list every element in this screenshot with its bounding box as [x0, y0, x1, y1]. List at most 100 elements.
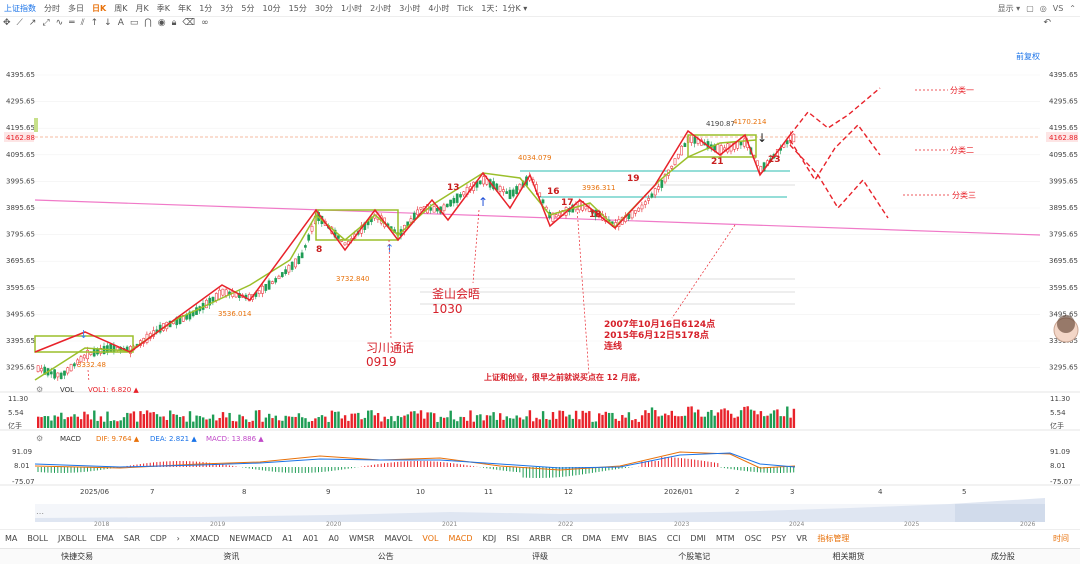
period-5m[interactable]: 5分: [241, 3, 255, 13]
period-tick[interactable]: Tick: [457, 3, 474, 13]
indicator-8[interactable]: NEWMACD: [229, 533, 273, 543]
footer-futures[interactable]: 相关期货: [832, 552, 865, 561]
indicator-12[interactable]: WMSR: [349, 533, 375, 543]
wave-tool-icon[interactable]: ∿: [55, 18, 64, 28]
candle-body: [188, 311, 192, 320]
period-daily[interactable]: 日K: [92, 3, 107, 13]
rect-tool-icon[interactable]: ▭: [129, 18, 139, 28]
indicator-24[interactable]: DMI: [690, 533, 706, 543]
symbol-title[interactable]: 上证指数: [4, 3, 36, 13]
channel-tool-icon[interactable]: ⫽: [80, 18, 85, 28]
link-icon[interactable]: ∞: [201, 18, 209, 28]
lock-icon[interactable]: 🔒︎: [171, 18, 177, 28]
up-arrow-icon[interactable]: ↑: [90, 18, 99, 28]
period-15m[interactable]: 15分: [288, 3, 307, 13]
indicator-28[interactable]: VR: [796, 533, 808, 543]
volume-bar: [565, 416, 568, 428]
indicator-25[interactable]: MTM: [715, 533, 735, 543]
avatar-hair: [1057, 315, 1075, 333]
vs-button[interactable]: VS: [1052, 3, 1064, 13]
indicator-11[interactable]: A0: [328, 533, 340, 543]
volume-bar: [475, 415, 479, 428]
period-3h[interactable]: 3小时: [399, 3, 421, 13]
footer-constituents[interactable]: 成分股: [990, 552, 1015, 561]
volume-bar: [89, 419, 93, 428]
volume-bar: [258, 410, 261, 428]
indicator-0[interactable]: MA: [5, 533, 18, 543]
indicator-3[interactable]: EMA: [96, 533, 114, 543]
candle-body: [558, 212, 561, 217]
period-3m[interactable]: 3分: [220, 3, 234, 13]
period-yearly[interactable]: 年K: [177, 3, 192, 13]
period-2h[interactable]: 2小时: [370, 3, 392, 13]
vol-axis-top-right: 11.30: [1050, 395, 1070, 403]
volume-bar: [541, 411, 545, 428]
camera-icon[interactable]: ◎: [1039, 3, 1047, 13]
period-1d-1m[interactable]: 1天：1分K ▾: [481, 3, 528, 13]
undo-icon[interactable]: ↶: [1043, 18, 1051, 28]
hline-tool-icon[interactable]: ═: [69, 18, 75, 28]
display-dropdown[interactable]: 显示 ▾: [997, 3, 1021, 13]
kline-chart[interactable]: 4395.654295.654195.654095.653995.653895.…: [0, 30, 1080, 530]
candle-body: [653, 188, 657, 196]
volume-bar: [317, 417, 320, 428]
footer-quick-trade[interactable]: 快捷交易: [61, 552, 94, 561]
down-arrow-icon[interactable]: ↓: [104, 18, 112, 28]
magnet-icon[interactable]: ⋂: [144, 18, 152, 28]
indicator-20[interactable]: DMA: [582, 533, 602, 543]
period-1h[interactable]: 1小时: [341, 3, 363, 13]
footer-announcements[interactable]: 公告: [377, 552, 394, 561]
indicator-4[interactable]: SAR: [123, 533, 141, 543]
time-button[interactable]: 时间: [1053, 533, 1069, 543]
indicator-5[interactable]: CDP: [150, 533, 167, 543]
period-intraday[interactable]: 分时: [44, 3, 60, 13]
crosshair-icon[interactable]: ✥: [3, 18, 11, 28]
annotation-line-note-1: 2007年10月16日6124点: [604, 318, 715, 330]
period-quarterly[interactable]: 季K: [156, 3, 170, 13]
footer-news[interactable]: 资讯: [223, 552, 240, 561]
indicator-2[interactable]: JXBOLL: [57, 533, 87, 543]
text-tool-icon[interactable]: A: [117, 18, 124, 28]
period-weekly[interactable]: 周K: [114, 3, 128, 13]
period-4h[interactable]: 4小时: [428, 3, 450, 13]
segment-tool-icon[interactable]: ⤢: [42, 18, 50, 28]
footer-notes[interactable]: 个股笔记: [678, 552, 711, 561]
indicator-10[interactable]: A01: [302, 533, 319, 543]
indicator-26[interactable]: OSC: [744, 533, 762, 543]
indicator-19[interactable]: CR: [561, 533, 573, 543]
indicator-29[interactable]: 指标管理: [817, 533, 850, 543]
delete-icon[interactable]: ⌫: [182, 18, 196, 28]
layout-icon[interactable]: ▢: [1026, 3, 1034, 13]
indicator-27[interactable]: PSY: [771, 533, 787, 543]
indicator-6[interactable]: ›: [176, 533, 180, 543]
indicator-21[interactable]: EMV: [611, 533, 629, 543]
indicator-13[interactable]: MAVOL: [384, 533, 413, 543]
period-10m[interactable]: 10分: [262, 3, 281, 13]
line-tool-icon[interactable]: ⟋: [16, 18, 23, 28]
collapse-icon[interactable]: ⌃: [1069, 3, 1076, 13]
footer-ratings[interactable]: 评级: [531, 552, 548, 561]
indicator-1[interactable]: BOLL: [27, 533, 48, 543]
indicator-15[interactable]: MACD: [448, 533, 473, 543]
indicator-16[interactable]: KDJ: [482, 533, 497, 543]
indicator-22[interactable]: BIAS: [638, 533, 657, 543]
period-monthly[interactable]: 月K: [135, 3, 149, 13]
ray-tool-icon[interactable]: ↗: [28, 18, 37, 28]
indicator-18[interactable]: ARBR: [529, 533, 552, 543]
period-multiday[interactable]: 多日: [68, 3, 84, 13]
indicator-9[interactable]: A1: [282, 533, 293, 543]
indicator-14[interactable]: VOL: [422, 533, 439, 543]
period-30m[interactable]: 30分: [314, 3, 334, 13]
indicator-7[interactable]: XMACD: [189, 533, 220, 543]
volume-bar: [693, 412, 697, 428]
volume-bar: [370, 410, 373, 428]
period-1m[interactable]: 1分: [199, 3, 213, 13]
restore-right-button[interactable]: 前复权: [1016, 52, 1040, 61]
indicator-23[interactable]: CCI: [666, 533, 681, 543]
volume-bar: [664, 413, 667, 428]
indicator-17[interactable]: RSI: [506, 533, 520, 543]
volume-bar: [607, 412, 611, 428]
macd-settings-icon: ⚙: [36, 434, 43, 443]
eye-icon[interactable]: ◉: [157, 18, 166, 28]
volume-bar: [208, 418, 211, 428]
